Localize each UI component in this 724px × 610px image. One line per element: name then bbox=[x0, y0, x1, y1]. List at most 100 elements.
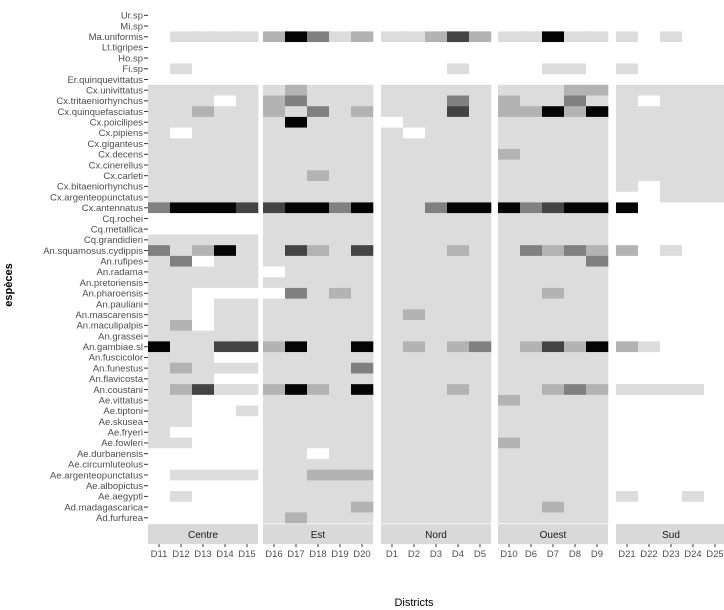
heatmap-cell bbox=[469, 298, 492, 310]
heatmap-cell bbox=[682, 512, 705, 524]
heatmap-cell bbox=[616, 491, 639, 503]
heatmap-cell bbox=[586, 234, 609, 246]
heatmap-cell bbox=[564, 426, 587, 438]
heatmap-cell bbox=[498, 469, 521, 481]
heatmap-cell bbox=[704, 480, 724, 492]
heatmap-cell bbox=[682, 287, 705, 299]
heatmap-cell bbox=[469, 448, 492, 460]
heatmap-cell bbox=[329, 448, 352, 460]
heatmap-cell bbox=[586, 320, 609, 331]
heatmap-cell bbox=[170, 159, 193, 171]
heatmap-cell bbox=[307, 287, 330, 299]
heatmap-cell bbox=[148, 63, 171, 75]
heatmap-cell bbox=[616, 223, 639, 235]
heatmap-cell bbox=[638, 245, 661, 257]
heatmap-cell bbox=[263, 20, 286, 32]
heatmap-cell bbox=[704, 448, 724, 460]
heatmap-cell bbox=[425, 213, 448, 225]
heatmap-cell bbox=[498, 84, 521, 96]
heatmap-cell bbox=[425, 405, 448, 417]
heatmap-cell bbox=[381, 426, 404, 438]
heatmap-cell bbox=[403, 234, 426, 246]
heatmap-cell bbox=[498, 309, 521, 321]
heatmap-cell bbox=[616, 159, 639, 171]
heatmap-cell bbox=[660, 245, 683, 257]
heatmap-cell bbox=[542, 491, 565, 503]
heatmap-cell bbox=[214, 74, 237, 86]
heatmap-cell bbox=[307, 181, 330, 193]
heatmap-cell bbox=[520, 213, 543, 225]
heatmap-cell bbox=[285, 213, 308, 225]
heatmap-cell bbox=[329, 52, 352, 64]
heatmap-cell bbox=[214, 480, 237, 492]
heatmap-cell bbox=[616, 148, 639, 160]
heatmap-cell bbox=[586, 458, 609, 470]
heatmap-cell bbox=[586, 341, 609, 353]
heatmap-cell bbox=[148, 373, 171, 385]
y-tick-label: An.pauliani bbox=[96, 299, 143, 310]
heatmap-cell bbox=[403, 138, 426, 150]
heatmap-cell bbox=[542, 266, 565, 278]
heatmap-cell bbox=[285, 394, 308, 406]
heatmap-cell bbox=[263, 74, 286, 86]
heatmap-cell bbox=[425, 266, 448, 278]
heatmap-cell bbox=[425, 491, 448, 503]
heatmap-cell bbox=[170, 20, 193, 32]
heatmap-cell bbox=[682, 373, 705, 385]
heatmap-cell bbox=[285, 320, 308, 331]
heatmap-cell bbox=[148, 31, 171, 43]
heatmap-cell bbox=[520, 20, 543, 32]
heatmap-cell bbox=[425, 341, 448, 353]
heatmap-cell bbox=[170, 84, 193, 96]
heatmap-cell bbox=[498, 106, 521, 118]
heatmap-cell bbox=[351, 384, 374, 396]
heatmap-cell bbox=[542, 148, 565, 160]
heatmap-cell bbox=[329, 191, 352, 203]
heatmap-cell bbox=[329, 469, 352, 481]
heatmap-cell bbox=[586, 213, 609, 225]
heatmap-cell bbox=[381, 42, 404, 54]
heatmap-cell bbox=[192, 148, 215, 160]
heatmap-cell bbox=[704, 330, 724, 342]
heatmap-cell bbox=[520, 266, 543, 278]
heatmap-cell bbox=[447, 501, 470, 513]
heatmap-cell bbox=[285, 469, 308, 481]
heatmap-cell bbox=[498, 127, 521, 139]
heatmap-cell bbox=[660, 437, 683, 449]
heatmap-cell bbox=[148, 298, 171, 310]
heatmap-cell bbox=[564, 341, 587, 353]
heatmap-cell bbox=[638, 138, 661, 150]
heatmap-cell bbox=[660, 394, 683, 406]
heatmap-cell bbox=[638, 469, 661, 481]
heatmap-cell bbox=[704, 255, 724, 267]
y-tick-label: Cx.giganteus bbox=[88, 139, 144, 150]
heatmap-cell bbox=[329, 170, 352, 182]
heatmap-cell bbox=[381, 384, 404, 396]
heatmap-cell bbox=[285, 202, 308, 214]
heatmap-cell bbox=[170, 426, 193, 438]
heatmap-cell bbox=[170, 362, 193, 374]
heatmap-cell bbox=[704, 234, 724, 246]
heatmap-cell bbox=[307, 31, 330, 43]
heatmap-cell bbox=[263, 213, 286, 225]
heatmap-cell bbox=[307, 20, 330, 32]
heatmap-cell bbox=[214, 277, 237, 289]
heatmap-cell bbox=[192, 255, 215, 267]
heatmap-cell bbox=[148, 458, 171, 470]
heatmap-cell bbox=[148, 159, 171, 171]
heatmap-cell bbox=[660, 405, 683, 417]
y-tick-label: Cx.poicilipes bbox=[90, 118, 144, 129]
heatmap-cell bbox=[638, 480, 661, 492]
heatmap-cell bbox=[469, 512, 492, 524]
heatmap-cell bbox=[682, 309, 705, 321]
heatmap-cell bbox=[263, 31, 286, 43]
heatmap-cell bbox=[403, 437, 426, 449]
y-tick-label: Ae.albopictus bbox=[86, 481, 143, 492]
heatmap-cell bbox=[564, 330, 587, 342]
heatmap-cell bbox=[660, 384, 683, 396]
heatmap-cell bbox=[329, 127, 352, 139]
heatmap-cell bbox=[425, 309, 448, 321]
heatmap-cell bbox=[403, 31, 426, 43]
heatmap-cell bbox=[192, 127, 215, 139]
heatmap-cell bbox=[285, 84, 308, 96]
